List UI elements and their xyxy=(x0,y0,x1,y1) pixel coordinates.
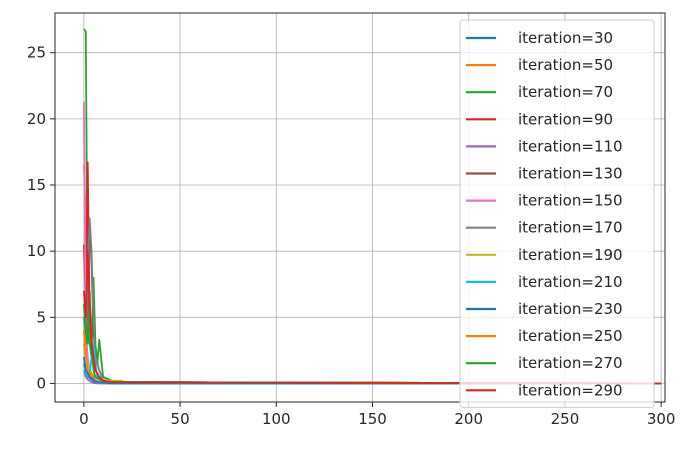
legend-label: iteration=30 xyxy=(518,29,613,47)
legend-label: iteration=190 xyxy=(518,246,623,264)
x-tick-label: 150 xyxy=(358,410,387,428)
x-tick-label: 300 xyxy=(647,410,676,428)
legend-label: iteration=210 xyxy=(518,273,623,291)
legend-label: iteration=270 xyxy=(518,354,623,372)
x-tick-label: 0 xyxy=(79,410,89,428)
y-tick-label: 25 xyxy=(27,44,46,62)
x-tick-label: 100 xyxy=(262,410,291,428)
legend-label: iteration=170 xyxy=(518,219,623,237)
legend-label: iteration=150 xyxy=(518,192,623,210)
x-tick-label: 50 xyxy=(171,410,190,428)
y-tick-label: 5 xyxy=(36,308,46,326)
legend-label: iteration=250 xyxy=(518,327,623,345)
plot-frame xyxy=(54,12,666,403)
x-tick-label: 250 xyxy=(551,410,580,428)
legend-label: iteration=90 xyxy=(518,110,613,128)
legend-label: iteration=110 xyxy=(518,137,623,155)
series-line-iteration-290 xyxy=(82,250,662,385)
legend-label: iteration=130 xyxy=(518,165,623,183)
legend-label: iteration=50 xyxy=(518,56,613,74)
y-tick-label: 0 xyxy=(36,374,46,392)
y-tick-label: 10 xyxy=(27,242,46,260)
series-line-iteration-230 xyxy=(82,363,662,385)
axis-ticks: 0 50 100 150 200 250 300 0 5 10 15 20 25 xyxy=(27,44,676,428)
y-tick-label: 15 xyxy=(27,176,46,194)
legend-label: iteration=70 xyxy=(518,83,613,101)
legend-label: iteration=290 xyxy=(518,381,623,399)
x-tick-label: 200 xyxy=(454,410,483,428)
series-layer xyxy=(82,28,662,385)
legend-box xyxy=(459,19,655,408)
legend-label: iteration=230 xyxy=(518,300,623,318)
legend: iteration=30 iteration=50 iteration=70 iter… xyxy=(459,19,655,408)
y-tick-label: 20 xyxy=(27,110,46,128)
